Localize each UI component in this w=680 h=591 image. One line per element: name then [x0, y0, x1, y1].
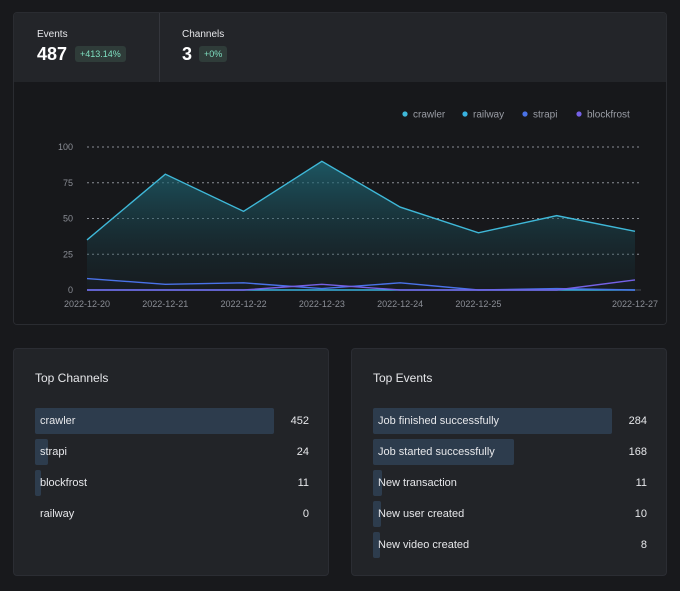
event-count: 284: [628, 415, 647, 427]
chart-series: [86, 160, 636, 291]
events-change-badge: +413.14%: [75, 46, 126, 62]
y-tick-label-0: 0: [68, 285, 73, 295]
top-channels-title: Top Channels: [35, 371, 109, 385]
event-row[interactable]: Job finished successfully 284: [373, 408, 647, 434]
legend-label-strapi: strapi: [533, 110, 557, 121]
event-row[interactable]: New transaction 11: [373, 470, 647, 496]
channel-label: crawler: [40, 415, 76, 427]
event-bar: [373, 439, 515, 465]
y-tick-label-25: 25: [63, 249, 73, 259]
x-tick-label-5: 2022-12-25: [455, 299, 501, 309]
event-bar: [373, 501, 382, 527]
legend-item-crawler: crawler: [402, 110, 446, 121]
event-label: New user created: [378, 508, 465, 520]
series-line-blockfrost: [87, 279, 636, 291]
events-label: Events: [37, 29, 68, 40]
legend-dot-blockfrost: [576, 111, 582, 117]
y-tick-label-100: 100: [58, 142, 73, 152]
legend-label-railway: railway: [473, 110, 504, 121]
chart-legend: crawler railway strapi blockfrost: [402, 110, 630, 121]
event-row[interactable]: New user created 10: [373, 501, 647, 527]
legend-label-blockfrost: blockfrost: [587, 110, 630, 121]
series-line-crawler: [86, 160, 636, 241]
event-count: 8: [640, 539, 647, 551]
channel-bar: [35, 470, 41, 496]
channel-count: 0: [302, 508, 309, 520]
legend-item-blockfrost: blockfrost: [576, 110, 630, 121]
channel-count: 11: [297, 477, 309, 489]
events-chart-svg: crawler railway strapi blockfrost 0 25 50 75 10…: [58, 110, 658, 310]
channel-row[interactable]: strapi 24: [35, 439, 309, 465]
channel-row[interactable]: railway 0: [35, 501, 309, 527]
stats-card: Events 487 +413.14% Channels 3 +0% crawl…: [13, 12, 667, 325]
top-channels-panel: Top Channels crawler 452 strapi 24 blockfros…: [13, 348, 329, 576]
stats-row: Events 487 +413.14% Channels 3 +0%: [14, 13, 666, 82]
channel-bar: [35, 439, 48, 465]
top-events-title: Top Events: [373, 371, 433, 385]
top-events-panel: Top Events Job finished successfully 284 J…: [351, 348, 667, 576]
event-bar: [373, 470, 383, 496]
legend-dot-railway: [462, 111, 468, 117]
channel-label: railway: [40, 508, 75, 520]
event-label: New transaction: [378, 477, 457, 489]
event-label: New video created: [378, 539, 470, 551]
series-area-crawler: [87, 161, 635, 290]
channels-value: 3: [182, 44, 193, 64]
legend-item-railway: railway: [462, 110, 504, 121]
channel-label: strapi: [40, 446, 67, 458]
channel-label: blockfrost: [40, 477, 88, 489]
channel-row[interactable]: crawler 452: [35, 408, 309, 434]
event-label: Job started successfully: [378, 446, 495, 458]
channel-row[interactable]: blockfrost 11: [35, 470, 309, 496]
channel-bar: [35, 408, 274, 434]
event-count: 11: [635, 477, 647, 489]
stat-divider: [159, 13, 160, 82]
x-tick-label-3: 2022-12-23: [299, 299, 345, 309]
event-count: 10: [634, 508, 647, 520]
event-row[interactable]: Job started successfully 168: [373, 439, 647, 465]
event-row[interactable]: New video created 8: [373, 532, 647, 558]
events-value: 487: [37, 44, 68, 64]
legend-dot-strapi: [522, 111, 528, 117]
chart-x-axis: 2022-12-20 2022-12-21 2022-12-22 2022-12-23…: [64, 299, 658, 309]
x-tick-label-7: 2022-12-27: [612, 299, 658, 309]
legend-item-strapi: strapi: [522, 110, 557, 121]
channels-stat: Channels 3 +0%: [160, 13, 360, 82]
channel-count: 452: [290, 415, 309, 427]
event-bar: [373, 408, 612, 434]
channel-count: 24: [296, 446, 309, 458]
x-tick-label-4: 2022-12-24: [377, 299, 423, 309]
y-tick-label-50: 50: [63, 214, 73, 224]
x-tick-label-0: 2022-12-20: [64, 299, 110, 309]
x-tick-label-2: 2022-12-22: [221, 299, 267, 309]
events-stat: Events 487 +413.14%: [14, 13, 159, 82]
event-count: 168: [628, 446, 647, 458]
legend-label-crawler: crawler: [413, 110, 446, 121]
events-chart: crawler railway strapi blockfrost 0 25 50 75 10…: [14, 82, 666, 324]
channels-change-badge: +0%: [199, 46, 228, 62]
event-label: Job finished successfully: [378, 415, 500, 427]
channels-label: Channels: [182, 29, 225, 40]
legend-dot-crawler: [402, 111, 408, 117]
y-tick-label-75: 75: [63, 178, 73, 188]
series-line-strapi: [86, 277, 636, 291]
event-bar: [373, 532, 380, 558]
x-tick-label-1: 2022-12-21: [142, 299, 188, 309]
